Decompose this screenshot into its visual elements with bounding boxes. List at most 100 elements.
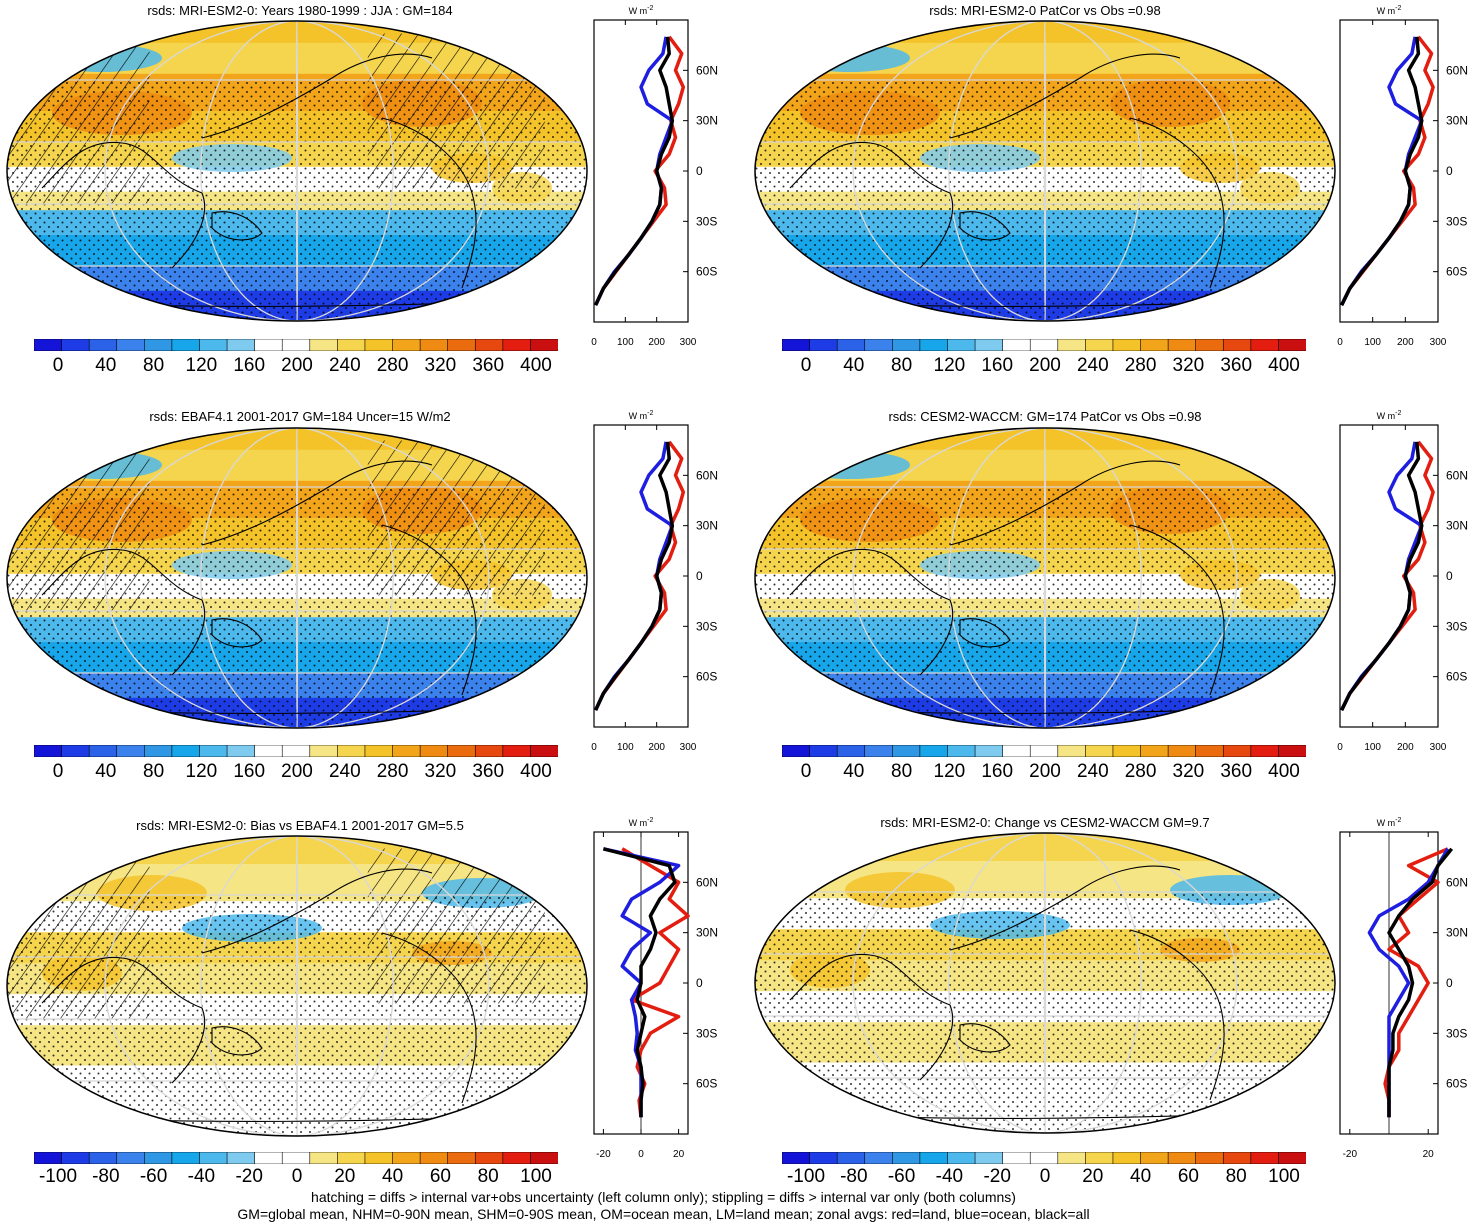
colorbar-swatch xyxy=(1140,339,1169,351)
colorbar-swatch xyxy=(116,745,145,757)
x-tick-label: 300 xyxy=(680,742,697,753)
colorbar-tick-label: 240 xyxy=(328,355,361,376)
colorbar-swatch xyxy=(1002,339,1031,351)
zonal-plot-p6: W m-2 60N 30N 0 30S 60S -20 20 xyxy=(1339,817,1468,1160)
colorbar-tick-label: 120 xyxy=(933,761,966,782)
x-tick-label: 20 xyxy=(1423,1149,1435,1160)
colorbar-swatch xyxy=(281,339,311,351)
colorbar-tick-label: 80 xyxy=(891,761,913,782)
zonal-line-land xyxy=(594,35,686,306)
colorbar-swatch xyxy=(447,745,476,757)
colorbar-tick-label: 160 xyxy=(233,355,266,376)
colorbar-swatch xyxy=(116,1152,145,1164)
colorbar-tick-label: 0 xyxy=(291,1166,303,1187)
panel-title: rsds: MRI-ESM2-0: Change vs CESM2-WACCM … xyxy=(880,815,1210,830)
colorbar-swatch xyxy=(1222,1152,1252,1164)
zonal-line-all xyxy=(1340,441,1424,711)
colorbar xyxy=(34,1152,558,1164)
colorbar-swatch xyxy=(1112,339,1142,351)
lat-tick-label: 60N xyxy=(696,875,718,889)
lat-tick-label: 0 xyxy=(696,976,703,990)
colorbar-swatch xyxy=(34,339,63,351)
colorbar-tick-label: 160 xyxy=(233,761,266,782)
lat-tick-label: 30S xyxy=(1446,214,1467,228)
footnote-line-1: hatching = diffs > internal var+obs unce… xyxy=(311,1189,1016,1205)
panel-title: rsds: MRI-ESM2-0: Years 1980-1999 : JJA … xyxy=(147,3,453,18)
colorbar-labels: 0 40 80 120 160 200 240 280 320 360 400 xyxy=(0,355,600,379)
panel-title: rsds: MRI-ESM2-0 PatCor vs Obs =0.98 xyxy=(929,3,1161,18)
colorbar-swatch xyxy=(1085,745,1114,757)
colorbar-tick-label: 40 xyxy=(95,355,117,376)
colorbar-swatch xyxy=(199,745,228,757)
lat-tick-label: 0 xyxy=(696,164,703,178)
colorbar-swatch xyxy=(782,1152,811,1164)
colorbar-tick-label: 240 xyxy=(1076,355,1109,376)
x-tick-label: 0 xyxy=(1337,337,1343,348)
colorbar-swatch xyxy=(836,339,866,351)
colorbar-tick-label: 80 xyxy=(143,355,165,376)
colorbar-tick-label: 360 xyxy=(1220,761,1253,782)
lat-tick-label: 60S xyxy=(1446,1077,1467,1091)
colorbar-swatch xyxy=(364,339,394,351)
colorbar-swatch xyxy=(530,1152,558,1164)
colorbar-swatch xyxy=(1140,1152,1169,1164)
colorbar-tick-label: 60 xyxy=(429,1166,451,1187)
x-tick-label: 200 xyxy=(648,337,665,348)
colorbar-swatch xyxy=(309,1152,338,1164)
colorbar-tick-label: 80 xyxy=(891,355,913,376)
colorbar-tick-label: 320 xyxy=(1172,761,1205,782)
colorbar-swatch xyxy=(61,745,90,757)
colorbar-swatch xyxy=(1112,1152,1142,1164)
colorbar-swatch xyxy=(1002,1152,1031,1164)
x-tick-label: 200 xyxy=(1397,337,1414,348)
zonal-plot-p2: W m-2 60N 30N 0 30S 60S 0 100 200 300 xyxy=(1337,5,1468,348)
lat-tick-label: 60S xyxy=(696,265,717,279)
map-p2 xyxy=(754,20,1336,322)
colorbar-swatch xyxy=(254,339,283,351)
colorbar-tick-label: -40 xyxy=(935,1166,964,1187)
colorbar-swatch xyxy=(34,1152,63,1164)
colorbar-tick-label: 20 xyxy=(1082,1166,1104,1187)
colorbar-swatch xyxy=(474,1152,504,1164)
zonal-plot-p5: W m-2 60N 30N 0 30S 60S -20 0 20 xyxy=(593,817,718,1160)
zonal-line-land xyxy=(621,847,690,1118)
colorbar-swatch xyxy=(1195,1152,1224,1164)
zonal-plot-p1: W m-2 60N 30N 0 30S 60S 0 100 200 300 xyxy=(591,5,718,348)
colorbar-swatch xyxy=(1222,339,1252,351)
colorbar-tick-label: -20 xyxy=(983,1166,1011,1187)
colorbar-swatch xyxy=(892,1152,921,1164)
lat-tick-label: 60S xyxy=(1446,670,1467,684)
unit-label: W m-2 xyxy=(1377,5,1402,16)
colorbar-swatch xyxy=(364,1152,394,1164)
colorbar-tick-label: 160 xyxy=(981,355,1014,376)
colorbar-tick-label: -100 xyxy=(38,1166,78,1187)
x-tick-label: 300 xyxy=(1430,742,1447,753)
colorbar-swatch xyxy=(919,745,949,757)
unit-label: W m-2 xyxy=(629,410,654,421)
lat-tick-label: 30S xyxy=(1446,619,1467,633)
colorbar-tick-label: 0 xyxy=(1039,1166,1051,1187)
colorbar-swatch xyxy=(61,339,90,351)
map-p5 xyxy=(6,835,588,1137)
colorbar-swatch xyxy=(309,339,338,351)
lat-tick-label: 60N xyxy=(1446,875,1468,889)
colorbar-swatch xyxy=(1057,1152,1086,1164)
colorbar-tick-label: 80 xyxy=(1225,1166,1247,1187)
colorbar-swatch xyxy=(1057,745,1086,757)
x-tick-label: 300 xyxy=(1430,337,1447,348)
colorbar-swatch xyxy=(1167,339,1197,351)
lat-tick-label: 60N xyxy=(696,468,718,482)
colorbar-swatch xyxy=(892,745,921,757)
colorbar-tick-label: 280 xyxy=(1124,761,1157,782)
colorbar-tick-label: 120 xyxy=(185,761,218,782)
colorbar xyxy=(782,339,1306,351)
colorbar-swatch xyxy=(530,339,558,351)
panel-title: rsds: EBAF4.1 2001-2017 GM=184 Uncer=15 … xyxy=(149,409,451,424)
colorbar-swatch xyxy=(447,339,476,351)
colorbar-swatch xyxy=(447,1152,476,1164)
lat-tick-label: 60S xyxy=(696,670,717,684)
colorbar-tick-label: 360 xyxy=(472,355,505,376)
colorbar-swatch xyxy=(1278,745,1306,757)
colorbar-swatch xyxy=(474,745,504,757)
colorbar-tick-label: 100 xyxy=(520,1166,552,1187)
